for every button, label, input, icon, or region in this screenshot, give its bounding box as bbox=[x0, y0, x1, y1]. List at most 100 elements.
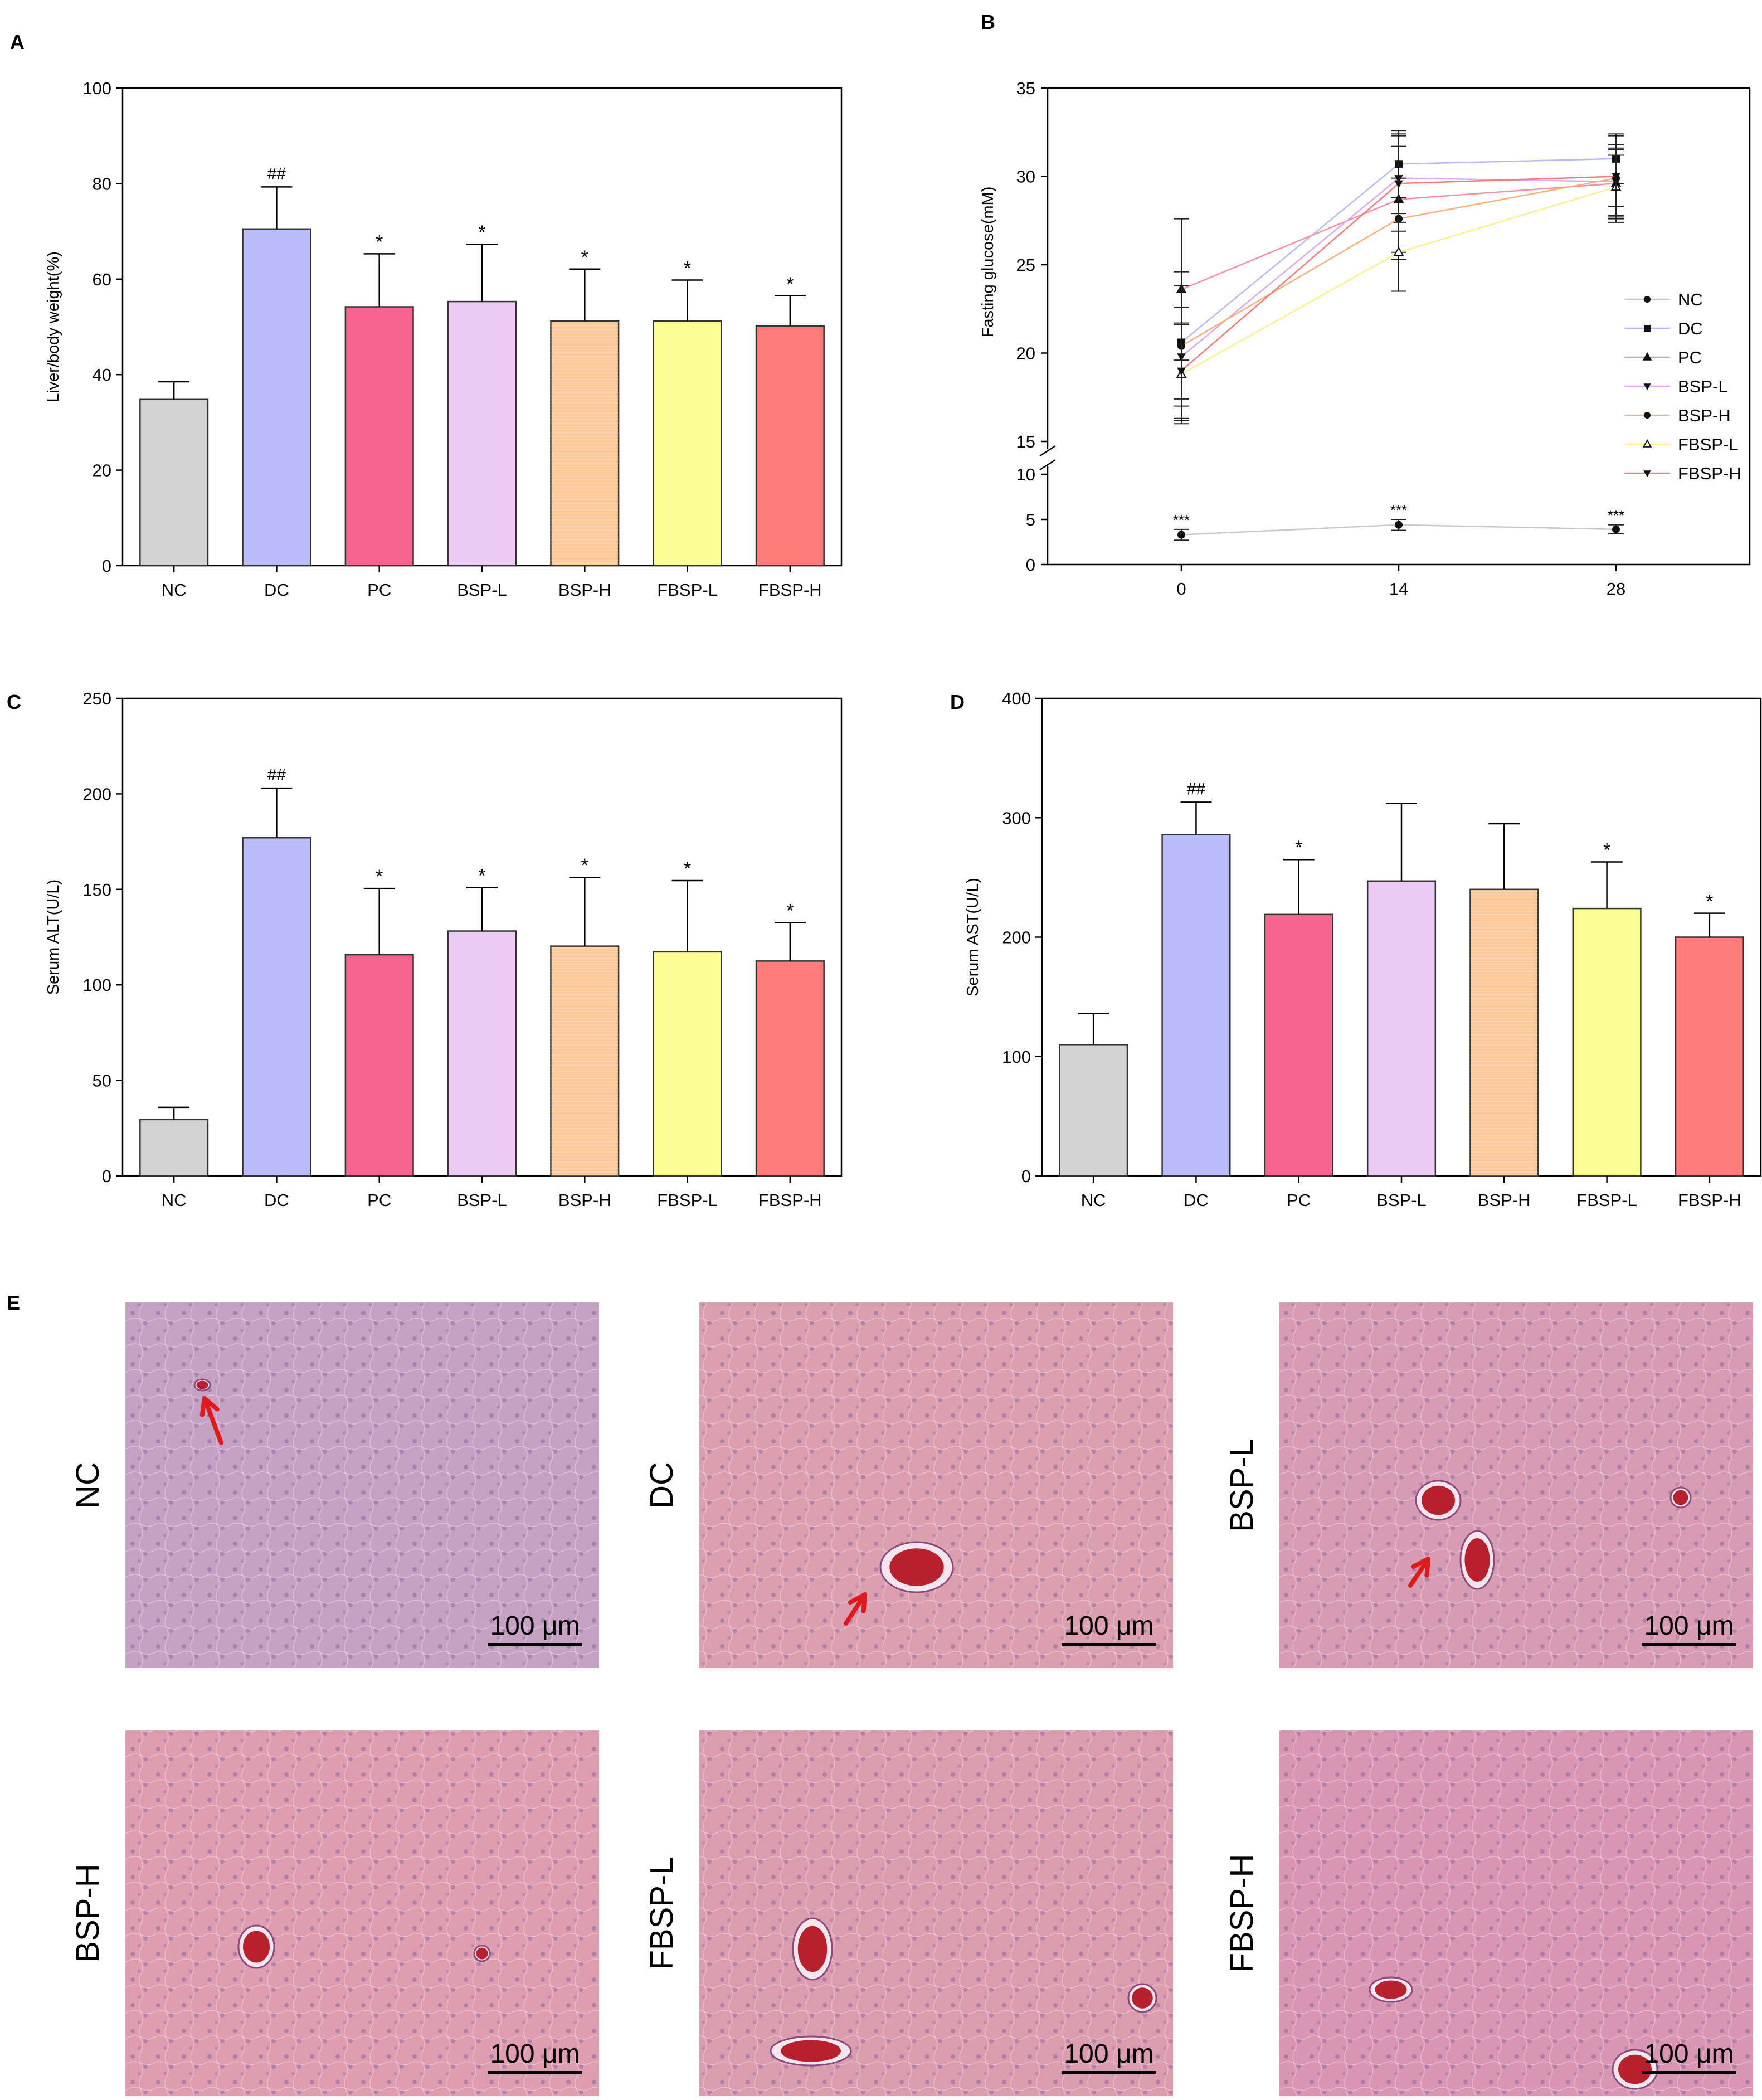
x-tick-label-bsp-h: BSP-H bbox=[558, 1190, 611, 1210]
image-label-nc: NC bbox=[70, 1462, 106, 1509]
bar-nc bbox=[1059, 1044, 1128, 1177]
axis-break-lower bbox=[1039, 459, 1056, 471]
y-tick-label: 100 bbox=[1002, 1047, 1031, 1067]
x-tick-label-pc: PC bbox=[367, 1190, 391, 1210]
legend-label: FBSP-L bbox=[1678, 435, 1739, 454]
legend-label: BSP-H bbox=[1678, 406, 1731, 425]
significance-nc: *** bbox=[1608, 507, 1624, 524]
x-tick-label-fbsp-l: FBSP-L bbox=[1576, 1190, 1637, 1210]
red-blood-cells bbox=[781, 2040, 841, 2062]
x-tick-label: 0 bbox=[1176, 579, 1186, 599]
y-tick-label: 400 bbox=[1002, 689, 1031, 708]
point-fbsp-h bbox=[1394, 180, 1403, 188]
y-tick-label: 10 bbox=[1016, 465, 1035, 484]
significance-fbsp-h: * bbox=[1706, 891, 1713, 912]
bar-texture-bsp-h bbox=[1470, 889, 1539, 1176]
tissue-texture bbox=[1279, 1302, 1753, 1668]
x-tick-label-fbsp-h: FBSP-H bbox=[1678, 1190, 1741, 1210]
y-tick-label: 15 bbox=[1016, 432, 1035, 451]
y-tick-label: 40 bbox=[93, 365, 111, 385]
bar-fbsp-h bbox=[755, 325, 825, 567]
significance-fbsp-h: * bbox=[786, 900, 794, 921]
x-tick-label-bsp-l: BSP-L bbox=[1376, 1190, 1427, 1210]
legend-marker bbox=[1642, 439, 1652, 448]
x-tick-label-dc: DC bbox=[1184, 1190, 1209, 1210]
legend-marker bbox=[1643, 470, 1651, 478]
legend-marker bbox=[1644, 325, 1651, 332]
y-tick-label: 0 bbox=[102, 1166, 111, 1186]
red-blood-cells bbox=[1375, 1980, 1407, 1999]
x-tick-label-pc: PC bbox=[367, 580, 391, 600]
x-tick-label-dc: DC bbox=[264, 1190, 289, 1210]
bar-texture-bsp-h bbox=[551, 321, 619, 566]
legend-item-bsp-h: BSP-H bbox=[1624, 406, 1731, 425]
significance-dc: ## bbox=[1187, 780, 1206, 798]
y-tick-label: 30 bbox=[1016, 167, 1035, 187]
significance-fbsp-l: * bbox=[684, 258, 691, 279]
bar-fbsp-l bbox=[653, 951, 722, 1177]
y-tick-label: 100 bbox=[82, 975, 111, 995]
y-axis-label: Serum ALT(U/L) bbox=[45, 879, 62, 995]
y-tick-label: 200 bbox=[1002, 928, 1031, 947]
legend-item-dc: DC bbox=[1624, 319, 1703, 338]
series-nc: *** *** *** bbox=[1173, 502, 1624, 541]
bar-dc bbox=[1161, 833, 1231, 1177]
image-label-fbsp-l: FBSP-L bbox=[644, 1856, 680, 1970]
red-blood-cells bbox=[196, 1380, 208, 1389]
significance-pc: * bbox=[1295, 837, 1302, 858]
panel-b-fasting-glucose: B 15 20 25 30 35 0 5 10 Fasting glucose(mM) 0 14 28 *… bbox=[979, 11, 1751, 599]
y-tick-label: 20 bbox=[93, 461, 111, 480]
bar-pc bbox=[344, 954, 414, 1177]
panel-label-a: A bbox=[10, 31, 25, 54]
legend-item-pc: PC bbox=[1624, 348, 1702, 367]
y-tick-label: 0 bbox=[1021, 1166, 1031, 1186]
legend-label: PC bbox=[1678, 348, 1702, 367]
red-blood-cells bbox=[1422, 1485, 1455, 1515]
point-nc bbox=[1395, 521, 1403, 529]
histology-image-nc: 100 μm NC bbox=[70, 1302, 599, 1668]
significance-pc: * bbox=[376, 866, 383, 887]
panel-label-b: B bbox=[981, 11, 995, 33]
x-tick-label-bsp-h: BSP-H bbox=[558, 580, 611, 600]
tissue-texture bbox=[125, 1730, 599, 2096]
arrow-icon bbox=[199, 1396, 220, 1417]
significance-fbsp-h: * bbox=[786, 274, 794, 295]
image-label-bsp-h: BSP-H bbox=[70, 1864, 106, 1962]
y-tick-label: 0 bbox=[102, 556, 111, 576]
scale-bar-label: 100 μm bbox=[1064, 1611, 1153, 1641]
y-tick-label: 5 bbox=[1026, 510, 1035, 529]
y-tick-label: 50 bbox=[93, 1071, 111, 1091]
histology-image-bsp-h: 100 μm BSP-H bbox=[70, 1730, 599, 2096]
image-label-bsp-l: BSP-L bbox=[1224, 1438, 1260, 1532]
legend-marker bbox=[1643, 383, 1651, 391]
point-fbsp-h bbox=[1177, 367, 1186, 376]
point-fbsp-h bbox=[1612, 173, 1620, 181]
red-blood-cells bbox=[1618, 2054, 1652, 2084]
legend-item-fbsp-l: FBSP-L bbox=[1624, 435, 1739, 454]
y-axis-label: Serum AST(U/L) bbox=[964, 878, 982, 996]
axis-break-upper bbox=[1039, 445, 1056, 457]
bar-pc bbox=[1264, 913, 1333, 1177]
bar-texture-bsp-h bbox=[551, 946, 619, 1176]
y-tick-label: 80 bbox=[93, 174, 111, 193]
red-blood-cells bbox=[889, 1548, 944, 1586]
y-axis-label: Fasting glucose(mM) bbox=[979, 187, 997, 338]
panel-label-d: D bbox=[950, 691, 965, 713]
panel-a-liver-body-weight: A 0 20 40 60 80 100 Liver/body weight(%) NC ## DC *… bbox=[10, 31, 843, 600]
legend-marker bbox=[1644, 296, 1651, 303]
bar-fbsp-l bbox=[653, 320, 722, 567]
legend-item-bsp-l: BSP-L bbox=[1624, 377, 1728, 396]
point-nc bbox=[1177, 531, 1185, 539]
legend-marker bbox=[1642, 352, 1652, 361]
y-tick-label: 60 bbox=[93, 270, 111, 289]
red-blood-cells bbox=[243, 1931, 270, 1963]
bar-pc bbox=[344, 306, 414, 567]
bar-bsp-l bbox=[447, 300, 517, 567]
y-axis-label: Liver/body weight(%) bbox=[45, 251, 62, 402]
significance-bsp-h: * bbox=[581, 855, 588, 876]
legend-marker bbox=[1644, 412, 1651, 419]
arrow-shaft bbox=[844, 1592, 867, 1626]
significance-fbsp-l: * bbox=[684, 858, 691, 879]
x-tick-label: 28 bbox=[1607, 579, 1625, 599]
